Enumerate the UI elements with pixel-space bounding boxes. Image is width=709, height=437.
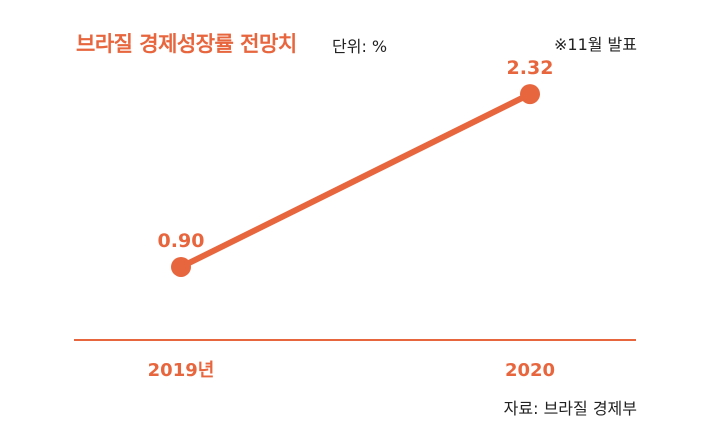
series-line xyxy=(178,91,533,270)
unit-label: 단위: % xyxy=(332,37,388,56)
chart-title: 브라질 경제성장률 전망치 xyxy=(76,32,297,56)
x-tick-2019: 2019년 xyxy=(148,360,215,381)
data-point-2020 xyxy=(520,84,540,105)
data-label-2020: 2.32 xyxy=(507,57,554,79)
x-tick-2020: 2020 xyxy=(505,360,555,381)
source-note: 자료: 브라질 경제부 xyxy=(503,399,637,418)
data-label-2019: 0.90 xyxy=(158,230,205,252)
release-note: ※11월 발표 xyxy=(553,35,637,54)
data-point-2019 xyxy=(171,256,191,277)
